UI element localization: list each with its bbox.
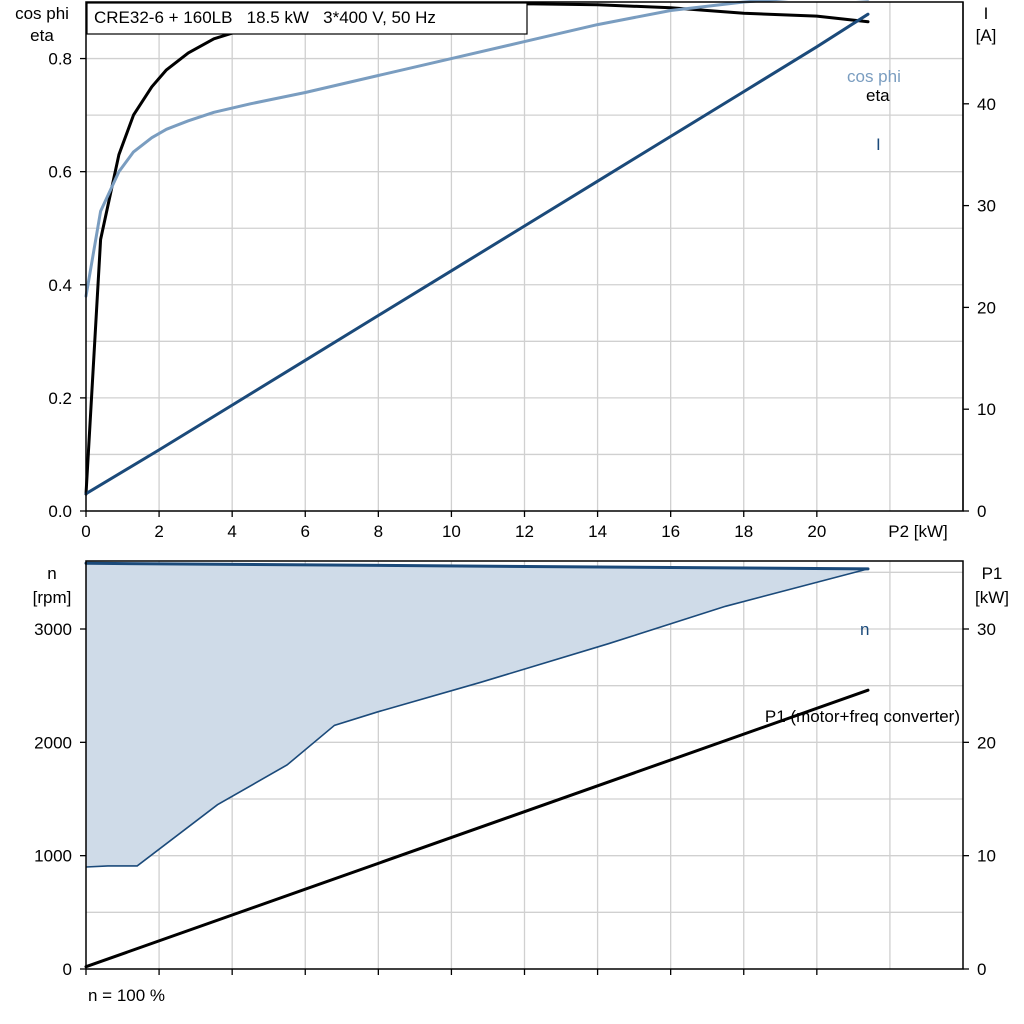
series-line-p1 (84, 688, 870, 969)
series-label-i: I (876, 135, 881, 154)
x-tick-label: 14 (588, 522, 607, 541)
chart-title: CRE32-6 + 160LB 18.5 kW 3*400 V, 50 Hz (94, 8, 436, 27)
bottom-y-left-tick-label: 1000 (34, 847, 72, 866)
y-left-tick-label: 0.6 (48, 163, 72, 182)
y-right-tick-label: 0 (977, 502, 986, 521)
x-tick-label: 8 (374, 522, 383, 541)
bottom-y-right-tick-label: 0 (977, 960, 986, 979)
bottom-ticks: 0 1000 2000 3000 0 10 20 30 (34, 620, 996, 979)
speed-footnote: n = 100 % (88, 986, 165, 1005)
bottom-y-left-tick-label: 2000 (34, 733, 72, 752)
x-tick-label: 16 (661, 522, 680, 541)
series-line-i (84, 12, 870, 496)
x-tick-label: 18 (734, 522, 753, 541)
y-left-label-cosphi: cos phi (15, 4, 69, 23)
y-left-tick-label: 0.4 (48, 276, 72, 295)
x-tick-label: 2 (154, 522, 163, 541)
x-tick-label: 12 (515, 522, 534, 541)
y-right-tick-label: 40 (977, 95, 996, 114)
y-right-label-i: I (984, 4, 989, 23)
series-label-cosphi: cos phi (847, 67, 901, 86)
bottom-y-right-tick-label: 10 (977, 847, 996, 866)
y-left-label-rpm: [rpm] (33, 588, 72, 607)
bottom-y-right-tick-label: 30 (977, 620, 996, 639)
chart-title-box (86, 2, 528, 35)
y-right-label-unit-a: [A] (976, 26, 997, 45)
series-line-n-lower-limit (85, 568, 869, 868)
y-right-tick-label: 20 (977, 298, 996, 317)
y-right-label-p1: P1 (982, 564, 1003, 583)
top-grid (86, 2, 963, 511)
bottom-series (84, 561, 870, 969)
x-tick-label: 4 (227, 522, 236, 541)
series-line-n (84, 561, 870, 571)
y-left-label-n: n (47, 564, 56, 583)
y-left-label-eta: eta (30, 26, 54, 45)
x-axis-label: P2 [kW] (888, 522, 948, 541)
bottom-y-right-tick-label: 20 (977, 733, 996, 752)
y-right-label-kw: [kW] (975, 588, 1009, 607)
series-label-p1: P1 (motor+freq converter) (765, 707, 960, 726)
top-ticks: 0 2 4 6 8 10 12 14 16 18 20 0.0 0.2 0.4 0.6 0.8 0 10 20 30 4… (48, 50, 996, 541)
y-left-tick-label: 0.0 (48, 502, 72, 521)
series-line-cos-phi (84, 0, 870, 298)
x-tick-label: 20 (807, 522, 826, 541)
x-tick-label: 0 (81, 522, 90, 541)
y-left-tick-label: 0.2 (48, 389, 72, 408)
x-tick-label: 6 (301, 522, 310, 541)
series-label-n: n (860, 620, 869, 639)
x-tick-label: 10 (442, 522, 461, 541)
y-left-tick-label: 0.8 (48, 50, 72, 69)
bottom-y-left-tick-label: 3000 (34, 620, 72, 639)
y-right-tick-label: 10 (977, 400, 996, 419)
bottom-y-left-tick-label: 0 (63, 960, 72, 979)
speed-range-area (86, 563, 868, 867)
y-right-tick-label: 30 (977, 197, 996, 216)
series-label-eta: eta (866, 86, 890, 105)
